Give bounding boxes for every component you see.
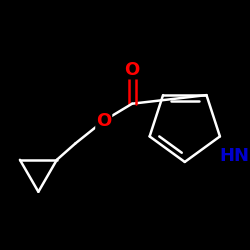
Text: O: O	[96, 112, 112, 130]
Text: HN: HN	[219, 147, 249, 165]
Text: O: O	[124, 60, 140, 78]
